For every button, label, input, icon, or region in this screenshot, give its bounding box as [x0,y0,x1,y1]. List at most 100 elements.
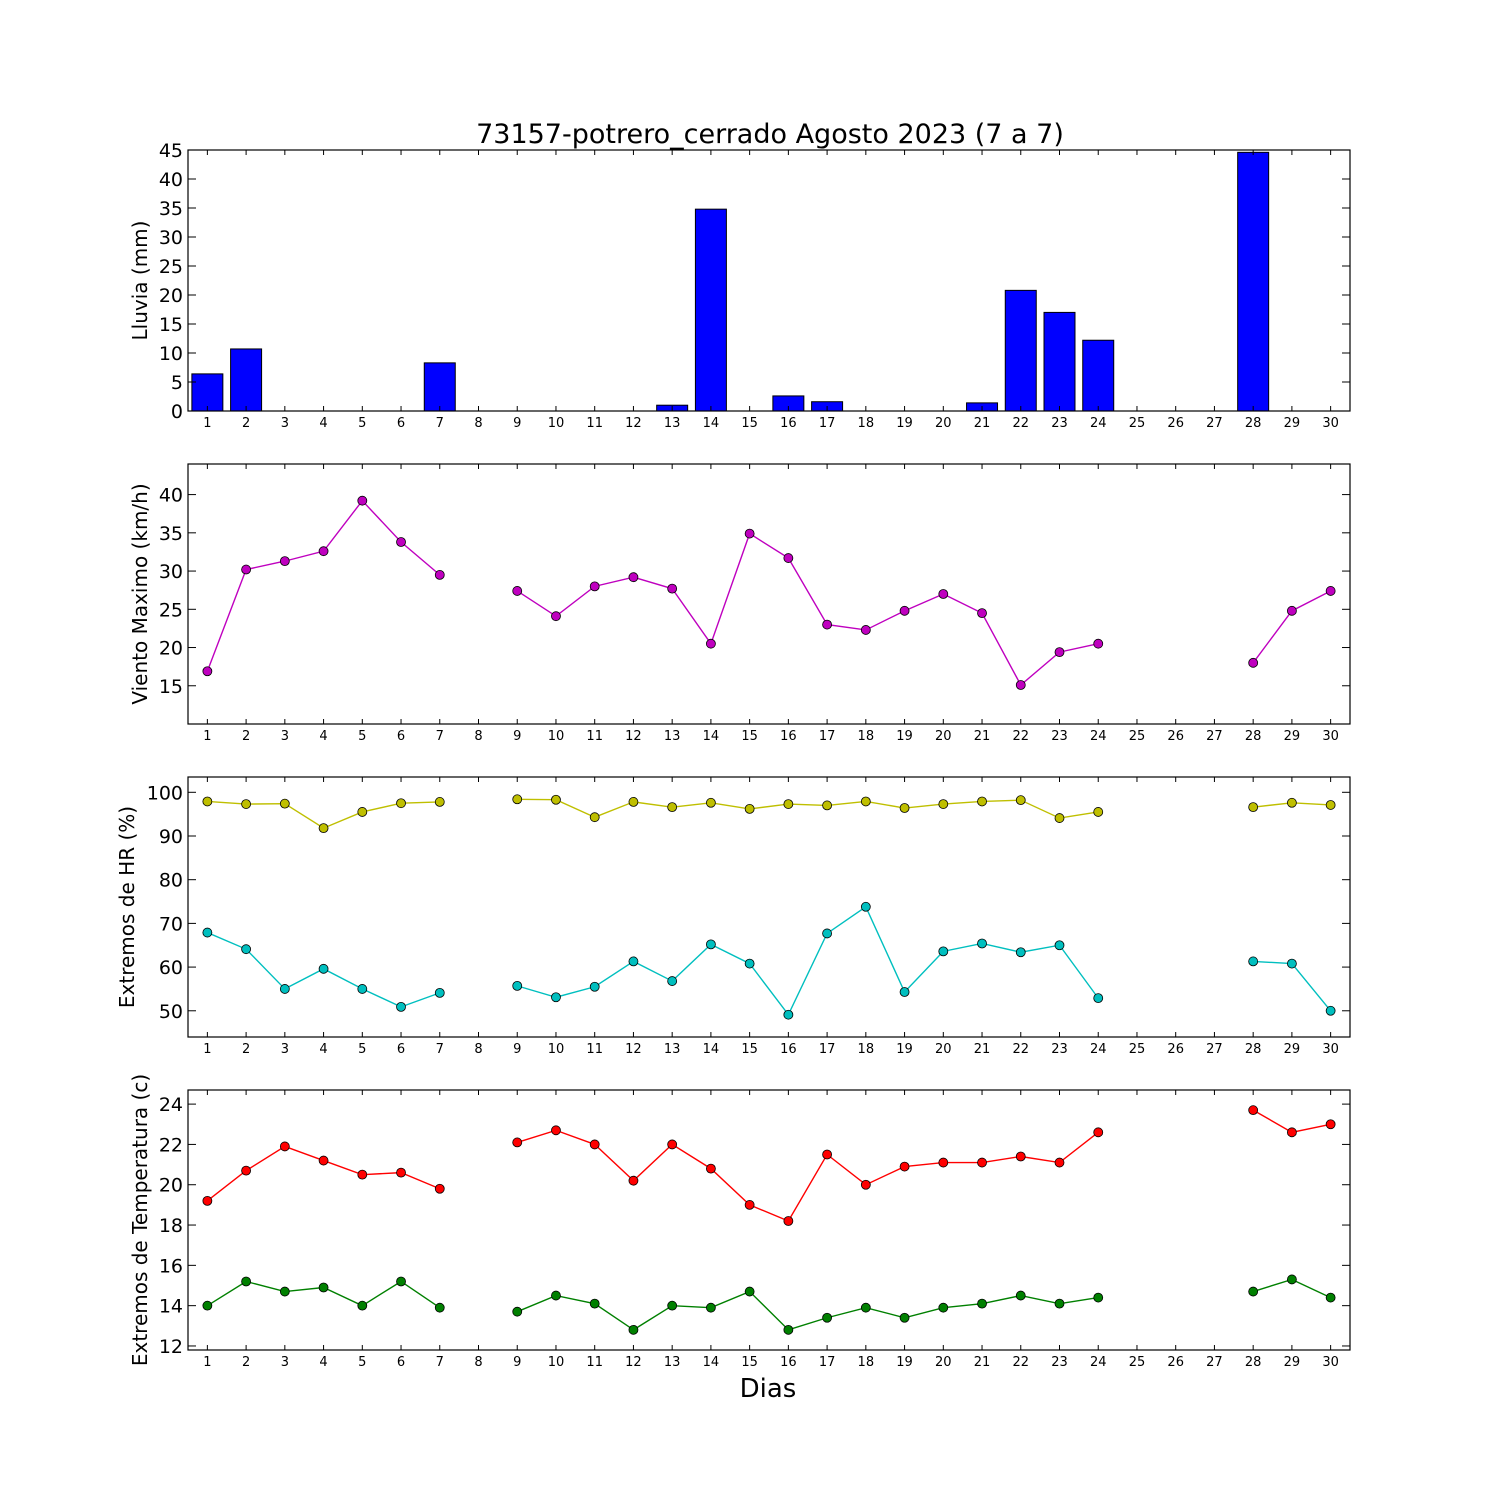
wind-max-point [318,546,329,557]
hr-min-point [744,958,755,969]
hr-x-tick-label: 26 [1167,1042,1184,1057]
rain-x-tick-label: 4 [319,416,327,431]
temp-x-tick-label: 25 [1129,1355,1146,1370]
rain-x-tick-label: 7 [436,416,444,431]
rain-x-tick-label: 11 [586,416,603,431]
rain-y-tick-label: 25 [159,256,183,278]
temp-min-point [202,1300,213,1311]
rain-x-tick-label: 5 [358,416,366,431]
temp-y-tick-label: 14 [159,1296,183,1318]
wind-max-point [628,572,639,583]
rain-x-tick-label: 9 [513,416,521,431]
hr-min-point [589,981,600,992]
hr-x-tick-label: 14 [703,1042,720,1057]
temp-min-point [899,1312,910,1323]
hr-x-tick-label: 4 [319,1042,327,1057]
wind-max-point [1287,605,1297,616]
rain-x-tick-label: 21 [974,416,991,431]
temp-max-point [667,1139,678,1150]
hr-max-point [589,812,600,823]
rain-x-tick-label: 15 [741,416,758,431]
wind-max-point [899,605,910,616]
temp-max-point [279,1141,290,1152]
wind-max-point [357,495,368,506]
hr-max-point [899,803,910,813]
rain-y-tick-label: 20 [159,285,183,307]
hr-max-point [512,794,523,805]
hr-min-point [1093,993,1104,1004]
wind-x-tick-label: 14 [703,729,720,744]
temp-x-tick-label: 12 [625,1355,642,1370]
wind-axes-frame [187,463,1351,725]
temp-min-line [516,1290,1099,1331]
hr-x-tick-label: 6 [397,1042,405,1057]
temp-min-point [1054,1298,1065,1309]
hr-min-line [517,905,1099,1017]
wind-x-tick-label: 10 [548,729,565,744]
rain-x-tick-label: 2 [242,416,250,431]
hr-min-point [1054,940,1065,951]
temp-min-point [744,1286,755,1297]
temp-min-point [628,1324,639,1335]
temp-x-tick-label: 24 [1090,1355,1107,1370]
hr-min-line [1253,960,1332,1012]
temp-min-point [1248,1286,1259,1297]
rain-bar [1237,151,1270,412]
chart-title: 73157-potrero_cerrado Agosto 2023 (7 a 7… [476,119,1064,150]
temp-x-tick-label: 10 [548,1355,565,1370]
temp-y-tick-label: 16 [159,1255,183,1277]
rain-x-tick-label: 26 [1167,416,1184,431]
temp-max-point [706,1163,716,1174]
wind-x-tick-label: 16 [780,729,797,744]
rain-bar [694,208,727,412]
wind-x-tick-label: 24 [1090,729,1107,744]
hr-min-point [512,980,523,991]
temp-max-point [1093,1127,1104,1138]
temp-min-point [667,1300,678,1311]
hr-x-tick-label: 29 [1284,1042,1301,1057]
hr-x-tick-label: 8 [474,1042,482,1057]
temp-x-tick-label: 13 [664,1355,681,1370]
hr-min-point [1325,1005,1336,1016]
wind-max-point [512,586,523,596]
rain-x-tick-label: 25 [1129,416,1146,431]
temp-max-point [628,1175,639,1186]
temp-x-tick-label: 18 [858,1355,875,1370]
hr-min-point [357,984,368,994]
hr-min-point [667,976,678,986]
hr-max-point [977,796,987,807]
rain-y-tick-label: 40 [159,169,183,191]
temp-x-tick-label: 20 [935,1355,952,1370]
hr-y-tick-label: 70 [159,913,183,935]
temp-min-point [1287,1274,1297,1285]
hr-x-tick-label: 23 [1051,1042,1068,1057]
wind-x-tick-label: 12 [625,729,642,744]
wind-max-point [434,569,445,580]
wind-max-point [1093,638,1104,649]
wind-y-tick-label: 40 [159,485,183,507]
temp-max-point [241,1165,252,1176]
temp-max-point [977,1157,987,1168]
hr-max-point [938,799,949,809]
temp-max-point [318,1155,329,1166]
temp-max-point [1054,1157,1065,1168]
hr-x-tick-label: 17 [819,1042,836,1057]
temp-x-tick-label: 23 [1051,1355,1068,1370]
wind-x-tick-label: 18 [858,729,875,744]
temp-x-tick-label: 28 [1245,1355,1262,1370]
wind-x-tick-label: 13 [664,729,681,744]
temp-max-point [860,1179,871,1190]
hr-min-point [783,1009,794,1020]
hr-max-point [357,807,368,817]
hr-max-point [434,797,445,807]
temp-x-tick-label: 15 [741,1355,758,1370]
temp-max-point [589,1139,600,1150]
temp-max-point [783,1216,794,1226]
hr-max-point [1287,797,1297,808]
wind-y-tick-label: 30 [159,561,183,583]
rain-bar [230,348,263,412]
wind-x-tick-label: 26 [1167,729,1184,744]
rain-axes-frame [187,149,1351,412]
